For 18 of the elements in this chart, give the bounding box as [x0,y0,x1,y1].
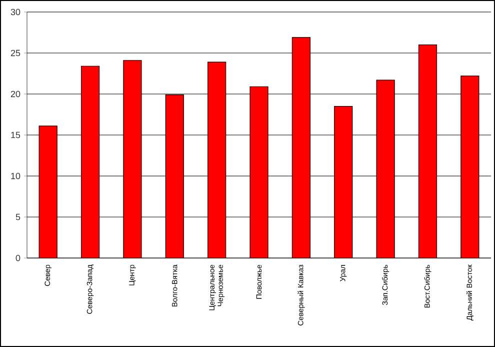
y-tick-label: 10 [11,172,20,180]
bar [460,76,480,258]
bar [418,44,438,258]
bar [208,62,226,258]
bar [80,66,100,258]
bar [165,94,184,258]
bar [123,60,142,258]
y-tick-label: 20 [10,90,20,98]
bar [376,80,395,258]
bar [292,37,310,258]
bar [38,126,58,258]
y-tick-label: 30 [10,8,20,16]
y-tick-label: 0 [16,254,20,262]
y-tick-label: 15 [11,132,20,138]
y-tick-label: 5 [16,214,20,220]
y-tick-label: 25 [10,50,20,56]
bar [334,106,353,258]
bar [250,86,268,258]
